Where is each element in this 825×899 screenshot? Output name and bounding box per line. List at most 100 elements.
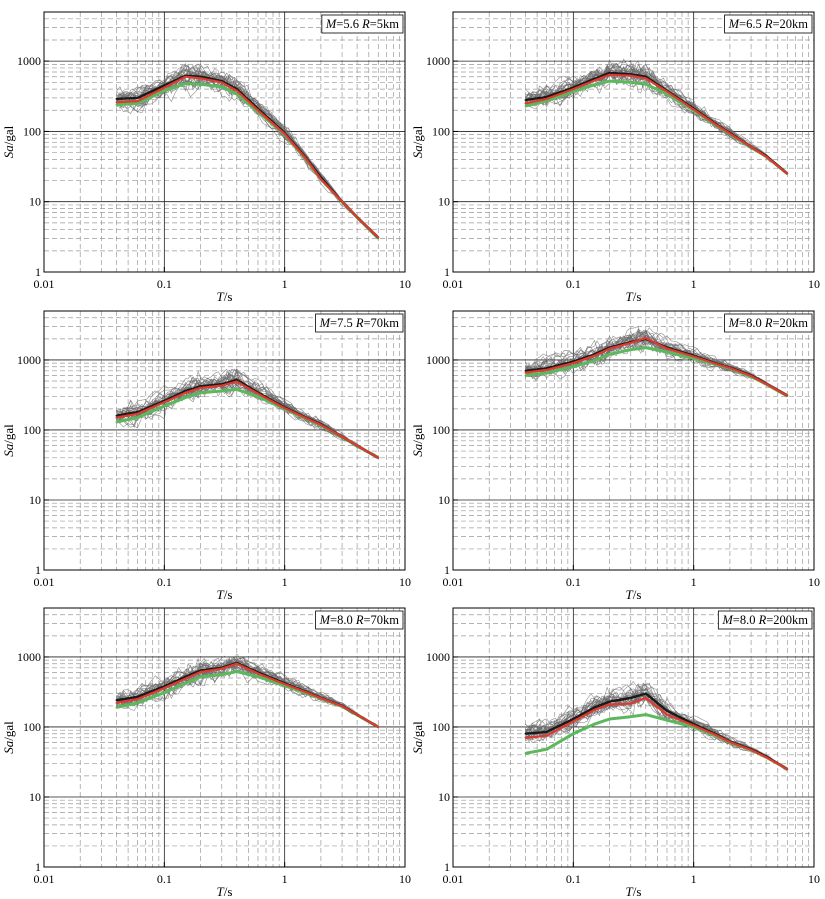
data-point bbox=[115, 702, 118, 704]
data-point bbox=[644, 692, 647, 695]
data-point bbox=[235, 380, 238, 383]
x-tick-label: 0.01 bbox=[443, 277, 464, 291]
series-line-1 bbox=[116, 380, 379, 459]
data-point bbox=[184, 396, 187, 399]
data-point bbox=[644, 713, 647, 716]
data-point bbox=[115, 421, 118, 423]
x-tick-label: 10 bbox=[399, 277, 411, 291]
data-point bbox=[593, 706, 596, 709]
x-tick-label: 0.01 bbox=[443, 872, 464, 886]
data-point bbox=[692, 355, 695, 358]
scenario-label: M=8.0 R=200km bbox=[721, 613, 808, 627]
y-tick-label: 10 bbox=[29, 493, 41, 507]
data-point bbox=[572, 365, 575, 368]
plot-frame bbox=[452, 11, 815, 273]
data-point bbox=[572, 88, 575, 90]
series-line-1 bbox=[525, 337, 788, 397]
data-point bbox=[356, 216, 358, 219]
y-tick-label: 1000 bbox=[426, 353, 450, 367]
data-point bbox=[235, 662, 238, 665]
data-point bbox=[163, 691, 166, 694]
data-point bbox=[545, 748, 548, 751]
scenario-label: M=6.5 R=20km bbox=[728, 17, 809, 31]
data-point bbox=[524, 732, 527, 735]
data-point bbox=[257, 672, 259, 675]
data-point bbox=[220, 390, 223, 392]
data-point bbox=[163, 687, 166, 689]
x-axis-title: T/s bbox=[626, 884, 642, 899]
plot-area bbox=[115, 653, 380, 729]
data-point bbox=[163, 86, 166, 89]
data-point bbox=[377, 726, 380, 728]
y-tick-label: 100 bbox=[432, 423, 450, 437]
x-tick-label: 1 bbox=[282, 872, 288, 886]
data-point bbox=[199, 77, 202, 80]
data-point bbox=[356, 713, 358, 716]
scenario-label-box bbox=[321, 14, 404, 34]
data-point bbox=[524, 371, 527, 374]
x-axis-title: T/s bbox=[217, 587, 233, 602]
plot-area bbox=[524, 58, 789, 176]
scenario-label: M=7.5 R=70km bbox=[319, 316, 400, 330]
data-point bbox=[115, 706, 118, 709]
x-tick-label: 0.1 bbox=[157, 872, 172, 886]
x-axis-title: T/s bbox=[217, 289, 233, 304]
ensemble-trace bbox=[525, 336, 788, 396]
y-tick-label: 1 bbox=[444, 563, 450, 577]
x-tick-label: 0.1 bbox=[157, 277, 172, 291]
data-point bbox=[163, 89, 166, 92]
data-point bbox=[235, 670, 238, 673]
data-point bbox=[524, 99, 527, 101]
x-tick-label: 0.1 bbox=[566, 277, 581, 291]
scenario-label: M=5.6 R=5km bbox=[325, 17, 399, 31]
grid bbox=[44, 12, 405, 272]
plot-frame bbox=[43, 11, 406, 273]
data-point bbox=[524, 102, 527, 105]
data-point bbox=[524, 752, 527, 755]
data-point bbox=[644, 337, 647, 339]
data-point bbox=[235, 89, 238, 92]
data-point bbox=[608, 73, 611, 76]
data-point bbox=[136, 695, 139, 698]
plot-frame bbox=[452, 607, 815, 868]
data-point bbox=[593, 79, 596, 82]
ensemble-trace bbox=[525, 58, 788, 174]
data-point bbox=[220, 667, 223, 670]
grid bbox=[453, 12, 814, 272]
data-point bbox=[220, 384, 223, 387]
data-point bbox=[136, 698, 139, 700]
data-point bbox=[750, 375, 752, 377]
x-tick-label: 10 bbox=[808, 872, 820, 886]
data-point bbox=[629, 81, 632, 84]
data-point bbox=[714, 123, 716, 125]
data-point bbox=[115, 101, 118, 104]
data-point bbox=[629, 342, 632, 344]
y-tick-label: 100 bbox=[23, 124, 41, 138]
x-tick-label: 10 bbox=[808, 277, 820, 291]
data-point bbox=[115, 98, 118, 100]
y-tick-label: 1000 bbox=[17, 353, 41, 367]
data-point bbox=[199, 83, 202, 86]
data-point bbox=[729, 132, 731, 135]
data-point bbox=[545, 731, 548, 733]
ensemble-trace bbox=[525, 330, 788, 396]
data-point bbox=[572, 90, 575, 93]
data-point bbox=[666, 709, 668, 712]
data-point bbox=[666, 90, 668, 93]
data-point bbox=[545, 98, 548, 100]
data-point bbox=[283, 683, 286, 685]
data-point bbox=[666, 93, 668, 95]
data-point bbox=[257, 392, 259, 395]
data-point bbox=[524, 374, 527, 377]
data-point bbox=[729, 367, 731, 369]
data-point bbox=[163, 84, 166, 87]
y-tick-label: 1 bbox=[35, 563, 41, 577]
data-point bbox=[184, 75, 187, 78]
y-tick-label: 100 bbox=[432, 124, 450, 138]
y-tick-label: 1000 bbox=[17, 54, 41, 68]
x-tick-label: 10 bbox=[808, 575, 820, 589]
data-point bbox=[184, 391, 187, 394]
plot-area bbox=[524, 680, 789, 772]
data-point bbox=[692, 357, 695, 360]
